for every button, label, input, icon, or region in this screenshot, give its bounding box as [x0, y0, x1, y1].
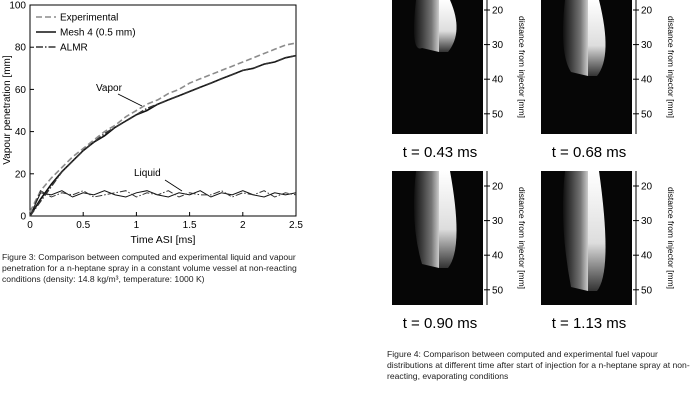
- figure4-caption: Figure 4: Comparison between computed an…: [387, 349, 690, 381]
- vapor-line: [29, 54, 297, 217]
- y-axis-label: Vapour penetration [mm]: [2, 55, 13, 165]
- spray-experimental: [588, 171, 606, 291]
- annotation: Liquid: [134, 168, 161, 179]
- image-axis-label: distance from injector [mm]: [517, 187, 527, 289]
- legend-label: Experimental: [60, 13, 118, 24]
- image-tick-label: 40: [492, 251, 504, 262]
- annotation-arrow: [117, 93, 143, 107]
- chart: Vapour penetration [mm] Time ASI [ms] Va…: [2, 1, 303, 247]
- panel-label: t = 0.43 ms: [403, 144, 478, 161]
- spray-experimental: [588, 0, 606, 76]
- y-tick-label: 20: [15, 169, 27, 180]
- x-axis-label: Time ASI [ms]: [131, 234, 196, 246]
- plot-frame: [29, 4, 297, 217]
- annotation: Vapor: [96, 83, 123, 94]
- image-tick-label: 20: [492, 6, 504, 17]
- image-tick-label: 20: [641, 182, 653, 193]
- image-tick-label: 50: [492, 109, 504, 120]
- x-tick-label: 1.5: [183, 220, 197, 231]
- annotation-arrow: [164, 179, 183, 192]
- spray-computed: [563, 0, 588, 76]
- vapor-line: [29, 54, 297, 217]
- y-tick-label: 60: [15, 85, 27, 96]
- legend-label: Mesh 4 (0.5 mm): [60, 28, 136, 39]
- image-tick-label: 20: [492, 182, 504, 193]
- spray-experimental: [439, 0, 457, 52]
- image-axis-label: distance from injector [mm]: [666, 187, 676, 289]
- image-axis-label: distance from injector [mm]: [666, 16, 676, 118]
- image-tick-label: 40: [641, 75, 653, 86]
- figure3-caption: Figure 3: Comparison between computed an…: [2, 252, 297, 284]
- panel-label: t = 1.13 ms: [552, 315, 627, 332]
- image-tick-label: 50: [641, 285, 653, 296]
- spray-experimental: [439, 171, 457, 268]
- y-tick-label: 100: [9, 1, 26, 12]
- image-tick-label: 30: [492, 40, 504, 51]
- legend-label: ALMR: [60, 43, 88, 54]
- liquid-line: [29, 189, 297, 217]
- vapor-line: [29, 42, 297, 213]
- image-tick-label: 40: [641, 251, 653, 262]
- x-tick-label: 0: [27, 220, 33, 231]
- panel-label: t = 0.90 ms: [403, 315, 478, 332]
- image-tick-label: 50: [492, 285, 504, 296]
- image-tick-label: 30: [641, 40, 653, 51]
- panel-label: t = 0.68 ms: [552, 144, 627, 161]
- image-tick-label: 30: [641, 216, 653, 227]
- y-tick-label: 40: [15, 127, 27, 138]
- image-tick-label: 50: [641, 109, 653, 120]
- spray-computed: [414, 171, 439, 268]
- spray-computed: [563, 171, 588, 291]
- image-panels: 20 30 40 50 distance from injector [mm] t = 0…: [392, 0, 676, 332]
- x-tick-label: 2.5: [289, 220, 303, 231]
- image-tick-label: 40: [492, 75, 504, 86]
- image-tick-label: 20: [641, 6, 653, 17]
- x-tick-label: 1: [134, 220, 140, 231]
- y-tick-label: 0: [20, 212, 26, 223]
- x-tick-label: 2: [240, 220, 246, 231]
- image-tick-label: 30: [492, 216, 504, 227]
- x-tick-label: 0.5: [76, 220, 90, 231]
- y-tick-label: 80: [15, 43, 27, 54]
- image-axis-label: distance from injector [mm]: [517, 16, 527, 118]
- spray-computed: [414, 0, 439, 52]
